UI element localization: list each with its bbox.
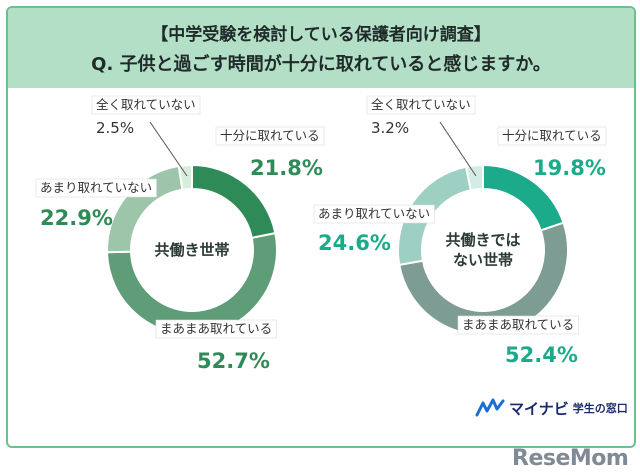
logo-brand: マイナビ [509, 399, 569, 418]
logo-sub: 学生の窓口 [572, 402, 628, 415]
slice-label: 全く取れていない [96, 97, 196, 112]
slice-label-box [91, 95, 201, 115]
slice-label: あまり取れていない [40, 180, 152, 195]
resemom-watermark: ReseMom [512, 446, 629, 471]
slice-value: 22.9% [40, 206, 113, 230]
survey-title: 【中学受験を検討している保護者向け調査】 [151, 25, 491, 45]
donut-center-label: 共働き世帯 [154, 241, 229, 259]
slice-label-box [313, 204, 435, 224]
donut-slice [106, 231, 278, 336]
donut-slice [398, 221, 569, 336]
donut-center-label: ない世帯 [453, 251, 513, 269]
slice-value: 19.8% [533, 156, 606, 180]
slice-value: 3.2% [371, 119, 409, 137]
slice-label: 全く取れていない [371, 97, 471, 112]
mynavi-logo-icon [475, 398, 505, 417]
slice-label-box [366, 95, 476, 115]
survey-question: Q. 子供と過ごす時間が十分に取れていると感じますか。 [91, 54, 551, 75]
slice-value: 2.5% [96, 119, 134, 137]
leader-line [439, 121, 477, 177]
slice-label: まあまあ取れている [462, 317, 574, 332]
slice-value: 24.6% [318, 231, 391, 255]
donut-slice [464, 163, 484, 192]
slice-label: 十分に取れている [220, 128, 320, 143]
mynavi-logo: マイナビ 学生の窓口 [475, 395, 628, 421]
slice-label: あまり取れていない [318, 206, 430, 221]
header-band: 【中学受験を検討している保護者向け調査】 Q. 子供と過ごす時間が十分に取れてい… [8, 8, 634, 88]
slice-value: 52.4% [505, 343, 578, 367]
slice-label-box [155, 319, 277, 339]
slice-value: 21.8% [250, 156, 323, 180]
leader-line [149, 121, 188, 177]
slice-label-box [215, 126, 325, 146]
slice-label-box [497, 126, 607, 146]
slice-label: まあまあ取れている [160, 321, 272, 336]
slice-label-box [457, 315, 579, 335]
donut-center-label: 共働きでは [445, 231, 520, 249]
donut-slice [177, 163, 193, 191]
slice-label-box [35, 178, 157, 198]
slice-value: 52.7% [197, 349, 270, 373]
slice-label: 十分に取れている [502, 128, 602, 143]
